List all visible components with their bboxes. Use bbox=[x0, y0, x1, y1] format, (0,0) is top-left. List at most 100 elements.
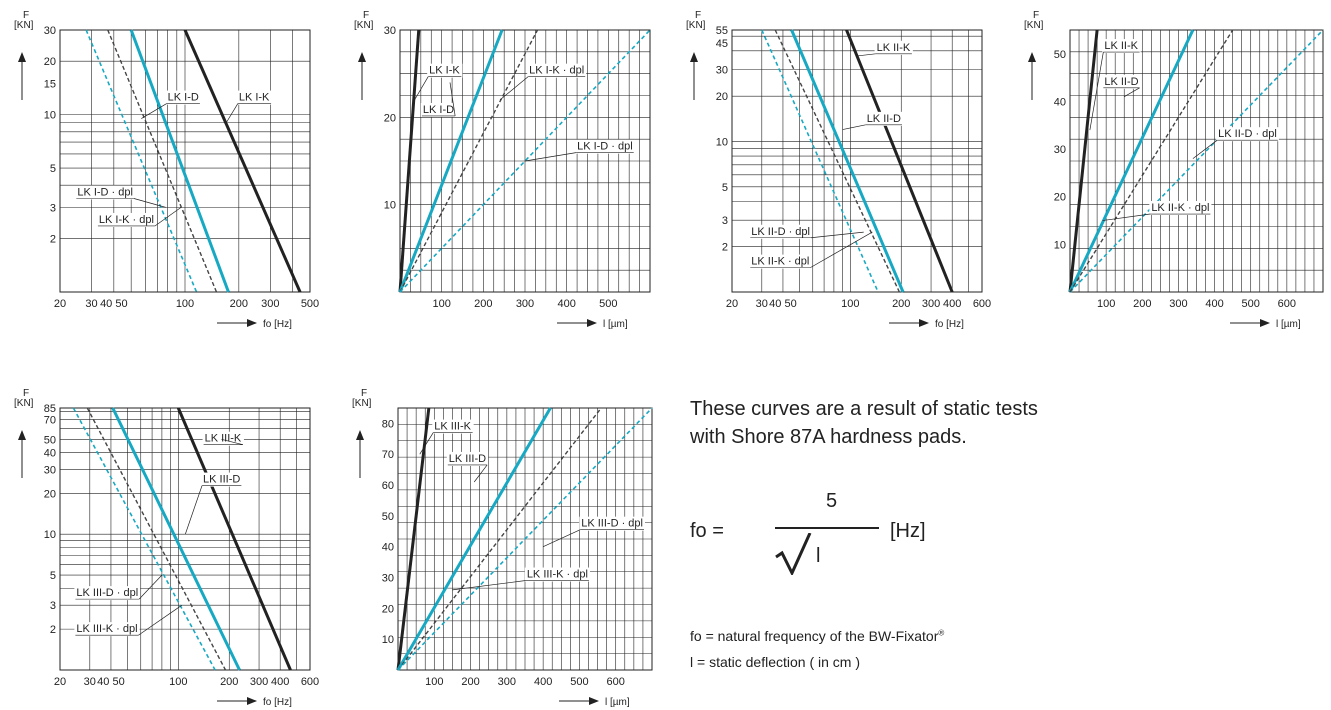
definition-l: l = static deflection ( in cm ) bbox=[690, 654, 861, 670]
x-tick-label: 100 bbox=[425, 676, 443, 688]
curve-label-leader bbox=[225, 103, 239, 123]
curve-label-bg bbox=[749, 224, 812, 239]
x-axis-label: l [µm] bbox=[603, 319, 628, 330]
curve-label-leader bbox=[414, 76, 429, 101]
plot-frame bbox=[731, 29, 983, 293]
formula-unit: [Hz] bbox=[890, 520, 926, 542]
y-axis-var: F bbox=[695, 10, 701, 21]
frequency-formula: fo = 5 l [Hz] bbox=[690, 488, 1010, 578]
y-axis-arrow-icon bbox=[690, 52, 698, 62]
y-tick-label: 80 bbox=[382, 418, 394, 430]
series-line bbox=[397, 407, 653, 671]
y-tick-label: 45 bbox=[716, 38, 728, 50]
y-tick-label: 40 bbox=[382, 542, 394, 554]
curve-label-bg bbox=[1102, 39, 1141, 54]
series-line bbox=[72, 407, 216, 671]
chart-lk1-force-vs-deflection: 10 20 30 100 200 300 400 500 F [KN] l [µm] LK I-K LK… bbox=[354, 10, 651, 330]
chart-lk3-force-vs-deflection: 10 20 30 40 50 60 70 80 100 200 300 400 500 600 F [KN] l… bbox=[352, 388, 653, 708]
curve-label-leader bbox=[542, 529, 581, 548]
y-tick-label: 70 bbox=[382, 449, 394, 461]
curve-label-leader bbox=[473, 464, 488, 483]
plot-frame bbox=[397, 407, 653, 671]
curve-label-bg bbox=[575, 139, 635, 154]
curve-label-bg bbox=[527, 63, 587, 78]
x-tick-label: 100 bbox=[1097, 298, 1115, 310]
grid bbox=[59, 407, 311, 671]
curve-label: LK I-K · dpl bbox=[529, 65, 584, 77]
x-axis-arrow-icon bbox=[919, 319, 929, 327]
curve-label: LK I-K · dpl bbox=[99, 214, 154, 226]
x-tick-label: 20 bbox=[726, 298, 738, 310]
curve-label-bg bbox=[75, 185, 135, 200]
curve-label-leader bbox=[1124, 87, 1140, 97]
x-tick-label: 600 bbox=[1278, 298, 1296, 310]
x-axis-label: l [µm] bbox=[605, 697, 630, 708]
curve-label-bg bbox=[579, 516, 645, 531]
y-tick-label: 5 bbox=[50, 163, 56, 175]
plot-frame bbox=[59, 407, 311, 671]
x-tick-label: 600 bbox=[973, 298, 991, 310]
curve-label-leader bbox=[810, 231, 873, 268]
y-tick-label: 40 bbox=[1054, 96, 1066, 108]
curve-label-bg bbox=[427, 63, 463, 78]
y-tick-label: 2 bbox=[50, 624, 56, 636]
curve-label-leader bbox=[499, 76, 529, 101]
curve-label-bg bbox=[96, 212, 156, 227]
y-axis-label: F [KN] bbox=[1024, 10, 1044, 31]
x-tick-label: 400 bbox=[271, 676, 289, 688]
x-tick-label: 600 bbox=[301, 676, 319, 688]
y-axis-var: F bbox=[1033, 10, 1039, 21]
y-axis-label: F [KN] bbox=[354, 10, 374, 31]
curve-label-leader bbox=[842, 124, 866, 130]
x-tick-label: 500 bbox=[599, 298, 617, 310]
y-axis-var: F bbox=[23, 388, 29, 399]
plot-frame bbox=[1069, 29, 1324, 293]
curve-label-bg bbox=[1102, 74, 1141, 89]
curve-label-leader bbox=[524, 152, 577, 162]
curve-label: LK II-D · dpl bbox=[751, 226, 810, 238]
x-tick-label: 300 bbox=[498, 676, 516, 688]
curve-label-bg bbox=[1216, 127, 1279, 142]
x-tick-label: 30 bbox=[84, 676, 96, 688]
curve-label-bg bbox=[1149, 201, 1212, 216]
curve-label-leader bbox=[133, 198, 166, 208]
curve-label-bg bbox=[201, 472, 243, 487]
y-axis-label: F [KN] bbox=[352, 388, 372, 409]
curve-label-leader bbox=[1089, 51, 1104, 131]
x-tick-label: 200 bbox=[1133, 298, 1151, 310]
curve-label: LK II-D bbox=[867, 113, 901, 125]
curve-label-bg bbox=[74, 622, 140, 637]
curve-label-leader bbox=[221, 438, 244, 446]
series-line bbox=[1069, 29, 1234, 293]
y-tick-label: 20 bbox=[44, 56, 56, 68]
curve-label-leader bbox=[184, 485, 203, 535]
grid bbox=[1069, 29, 1324, 293]
fraction-bar bbox=[775, 527, 879, 529]
curve-label: LK III-K bbox=[205, 433, 242, 445]
x-tick-label: 100 bbox=[176, 298, 194, 310]
curve-label-bg bbox=[420, 102, 457, 117]
y-axis-unit: [KN] bbox=[352, 398, 372, 409]
x-tick-label: 40 50 bbox=[100, 298, 128, 310]
curve-label-bg bbox=[874, 40, 913, 55]
x-tick-label: 20 bbox=[54, 676, 66, 688]
x-tick-label: 40 50 bbox=[769, 298, 797, 310]
formula-numerator: 5 bbox=[826, 490, 838, 512]
series-line bbox=[398, 29, 421, 293]
y-tick-label: 5 bbox=[722, 182, 728, 194]
x-axis-arrow-icon bbox=[1260, 319, 1270, 327]
curve-label-leader bbox=[138, 604, 183, 636]
curve-label-bg bbox=[864, 111, 903, 126]
curve-label: LK III-D · dpl bbox=[76, 587, 138, 599]
curve-label: LK I-D · dpl bbox=[577, 141, 633, 153]
x-tick-label: 300 bbox=[261, 298, 279, 310]
y-axis-var: F bbox=[361, 388, 367, 399]
x-tick-label: 100 bbox=[841, 298, 859, 310]
series-line bbox=[1068, 29, 1099, 293]
y-tick-label: 60 bbox=[382, 480, 394, 492]
chart-lk2-force-vs-deflection: 10 20 30 40 50 100 200 300 400 500 600 F [KN] l [µm] L… bbox=[1024, 10, 1324, 330]
y-tick-label: 30 bbox=[384, 25, 396, 37]
series-line bbox=[107, 29, 218, 293]
